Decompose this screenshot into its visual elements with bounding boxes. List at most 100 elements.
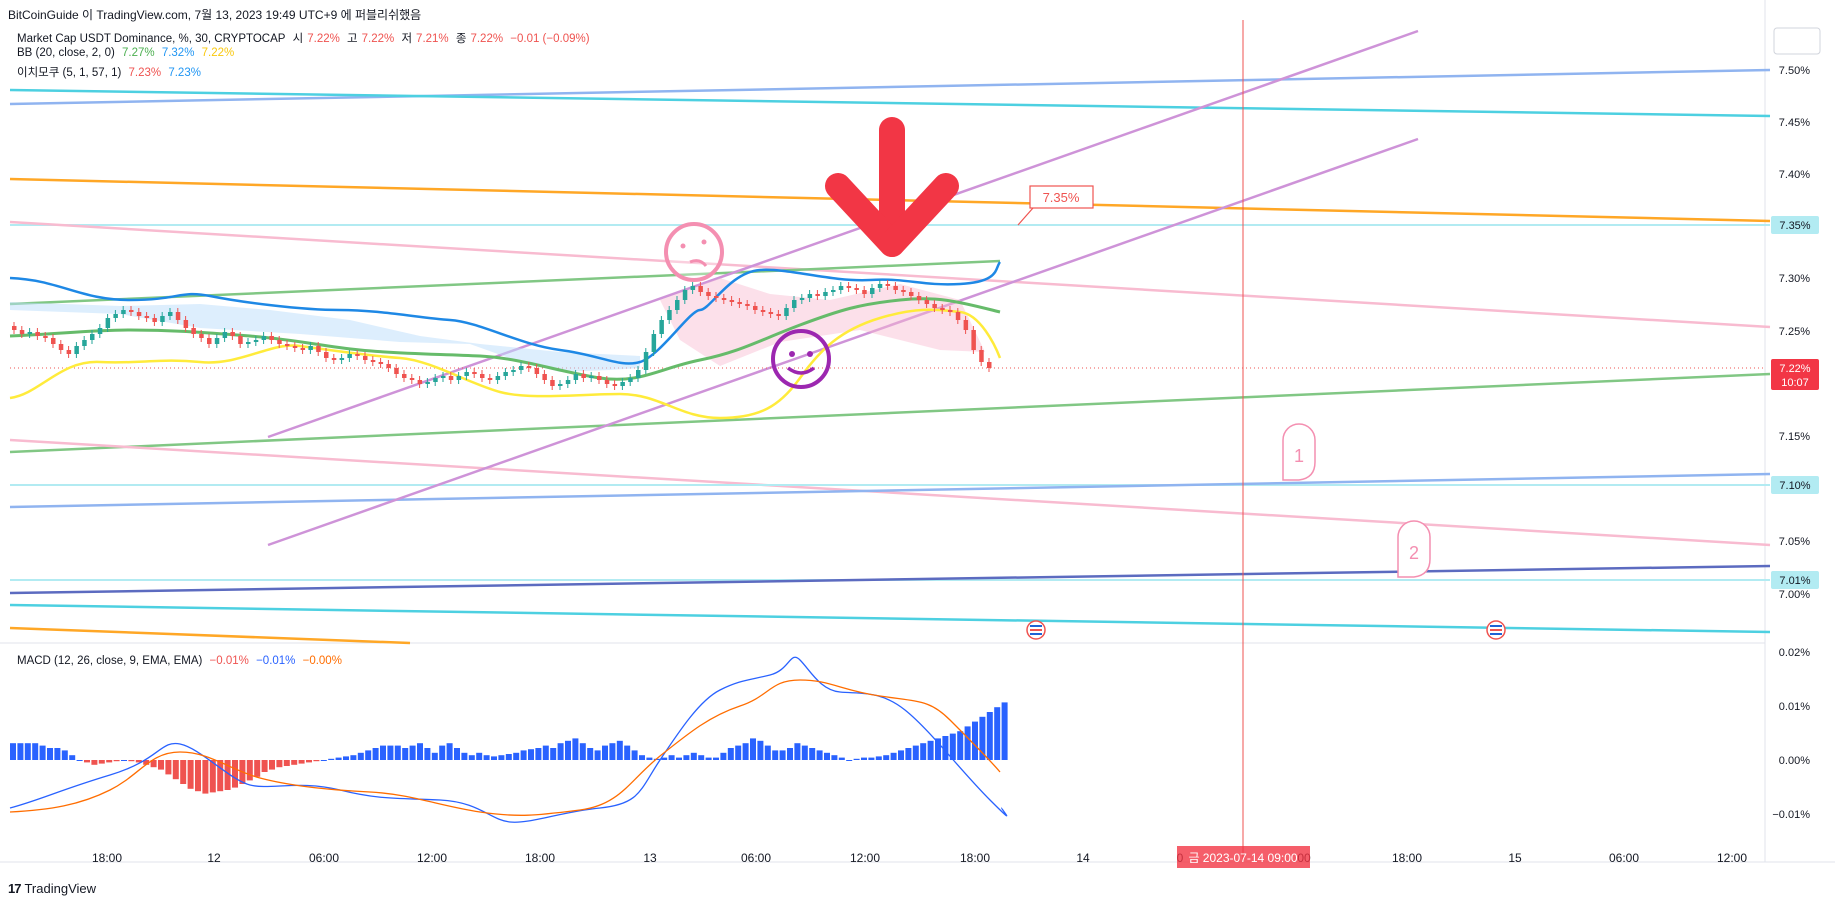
candle-body xyxy=(940,308,945,310)
macd-axis[interactable]: 0.02% 0.01% 0.00% −0.01% xyxy=(1772,647,1810,821)
time-axis[interactable]: 18:00 12 06:00 12:00 18:00 13 06:00 12:00 18:00 1… xyxy=(92,851,1747,865)
macd-hist-bar xyxy=(328,758,335,760)
candle-body xyxy=(838,286,844,290)
ichimoku-line xyxy=(9,308,1002,420)
macd-hist-bar xyxy=(121,760,127,761)
us-flag-event-icon[interactable] xyxy=(1026,620,1046,640)
macd-hist-bar xyxy=(750,738,756,760)
flag-2[interactable]: 2 xyxy=(1397,520,1431,578)
macd-hist-bar xyxy=(380,745,386,760)
candle-body xyxy=(776,314,781,316)
macd-hist-bar xyxy=(994,707,1001,760)
candle-body xyxy=(854,288,859,290)
candle-body xyxy=(831,290,836,292)
macd-tick-label: 0.00% xyxy=(1779,755,1810,767)
macd-hist-bar xyxy=(624,745,631,760)
macd-hist-bar xyxy=(239,760,246,784)
candle-body xyxy=(58,344,64,350)
time-tick-label: 12 xyxy=(207,851,221,865)
candle-body xyxy=(378,362,384,364)
purple-smiley-icon[interactable] xyxy=(771,329,831,389)
badge-735-text: 7.35% xyxy=(1779,220,1810,232)
candle-body xyxy=(456,376,462,380)
legend-bb[interactable]: BB (20, close, 2, 0) 7.27% 7.32% 7.22% xyxy=(17,47,238,59)
macd-hist-bar xyxy=(454,748,460,760)
candle-body xyxy=(573,374,579,380)
price-axis[interactable]: 7.50% 7.45% 7.40% 7.35% 7.30% 7.25% 7.20% 7.15%… xyxy=(1779,65,1810,601)
candle-body xyxy=(97,328,103,334)
candle-body xyxy=(877,284,883,288)
candle-body xyxy=(308,346,313,350)
candle-body xyxy=(581,374,586,378)
macd-hist-bar xyxy=(735,745,742,760)
macd-histogram[interactable] xyxy=(10,702,1008,794)
candle-body xyxy=(987,362,992,368)
bb-title: BB (20, close, 2, 0) xyxy=(17,47,115,59)
candle-body xyxy=(355,354,360,356)
candle-body xyxy=(721,298,727,300)
time-tick-label: 06:00 xyxy=(741,851,771,865)
flag-2-label: 2 xyxy=(1409,543,1419,563)
macd-hist-bar xyxy=(912,745,919,760)
macd-hist-bar xyxy=(350,755,357,760)
candle-body xyxy=(823,292,828,296)
high-value: 7.22% xyxy=(361,33,395,45)
candle-body xyxy=(386,364,391,368)
candle-body xyxy=(948,310,953,312)
red-arrow-annotation[interactable] xyxy=(825,117,959,257)
low-value: 7.21% xyxy=(416,33,449,45)
flag-1[interactable]: 1 xyxy=(1282,423,1316,481)
candle-body xyxy=(253,340,259,342)
candle-body xyxy=(230,332,235,336)
candle-body xyxy=(550,380,555,386)
macd-hist-bar xyxy=(587,748,594,760)
legend-macd[interactable]: MACD (12, 26, close, 9, EMA, EMA) −0.01%… xyxy=(17,655,346,667)
crosshair-time-label: 금 2023-07-14 09:00 xyxy=(1177,846,1310,868)
legend-main[interactable]: Market Cap USDT Dominance, %, 30, CRYPTO… xyxy=(17,30,594,46)
price-candles[interactable] xyxy=(12,280,992,390)
trend-lines[interactable] xyxy=(9,29,1771,645)
open-label: 시 xyxy=(292,33,304,45)
footer-brand[interactable]: 17 TradingView xyxy=(8,881,96,896)
price-callout[interactable]: 7.35% xyxy=(1017,185,1094,226)
macd-hist-bar xyxy=(143,760,150,765)
navy-trendline xyxy=(9,564,1771,595)
us-flag-event-icon[interactable] xyxy=(1486,620,1506,640)
macd-value-2: −0.01% xyxy=(256,655,296,667)
candle-body xyxy=(51,338,56,344)
legend-ichimoku[interactable]: 이치모쿠 (5, 1, 57, 1) 7.23% 7.23% xyxy=(17,64,205,80)
macd-hist-bar xyxy=(283,760,290,766)
macd-value-1: −0.01% xyxy=(209,655,249,667)
orange-trendline xyxy=(9,177,1771,223)
macd-hist-bar xyxy=(720,752,727,760)
macd-hist-bar xyxy=(320,760,327,761)
macd-hist-bar xyxy=(298,760,305,764)
pink-face-icon[interactable] xyxy=(664,222,724,282)
time-tick-label: 18:00 xyxy=(92,851,122,865)
cyan-trendline-top xyxy=(9,88,1771,118)
macd-hist-bar xyxy=(801,745,808,760)
crosshair-time-text: 금 2023-07-14 09:00 xyxy=(1188,851,1297,865)
time-tick-label: 15 xyxy=(1508,851,1522,865)
price-tick-label: 7.15% xyxy=(1779,431,1810,443)
macd-hist-bar xyxy=(838,757,845,760)
candle-body xyxy=(12,326,17,330)
time-tick-label: 0 xyxy=(1177,851,1184,865)
badge-735: 7.35% xyxy=(1771,216,1819,234)
price-scale-button[interactable] xyxy=(1773,27,1821,55)
macd-hist-bar xyxy=(113,760,120,762)
time-tick-label: 14 xyxy=(1076,851,1090,865)
candle-body xyxy=(955,312,961,320)
macd-hist-bar xyxy=(158,760,164,770)
macd-hist-bar xyxy=(816,750,823,760)
macd-hist-bar xyxy=(439,745,446,760)
macd-hist-bar xyxy=(106,760,113,763)
candle-body xyxy=(979,350,984,362)
macd-hist-bar xyxy=(446,743,453,760)
candle-body xyxy=(792,300,797,308)
badge-710-text: 7.10% xyxy=(1779,480,1810,492)
candle-body xyxy=(565,380,571,384)
macd-hist-bar xyxy=(787,748,793,760)
candle-body xyxy=(729,300,735,302)
